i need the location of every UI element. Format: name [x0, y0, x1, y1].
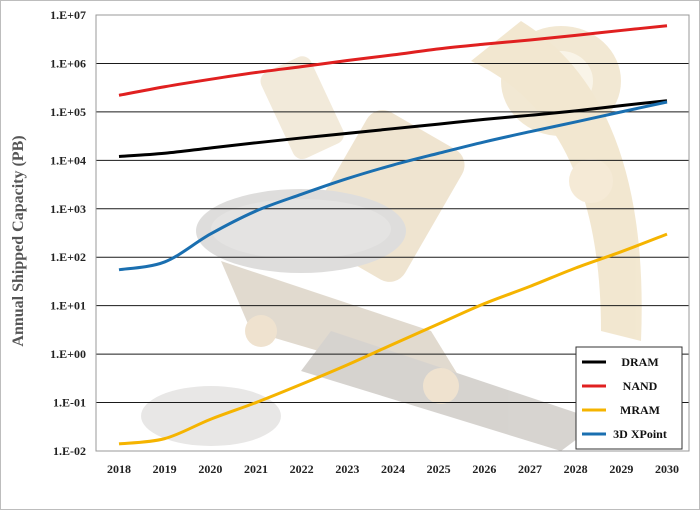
y-tick-label: 1.E-01: [53, 396, 86, 410]
series-lines: [118, 24, 668, 446]
plot-border: [95, 14, 690, 452]
plot-area: [95, 14, 690, 452]
legend-label-nand: NAND: [623, 379, 658, 393]
x-tick-label: 2019: [153, 462, 177, 476]
legend: DRAM NAND MRAM 3D XPoint: [575, 346, 683, 450]
y-tick-label: 1.E+04: [50, 153, 86, 167]
y-tick-label: 1.E-02: [53, 444, 86, 458]
x-tick-label: 2022: [290, 462, 314, 476]
x-axis-tick-labels: 2018 2019 2020 2021 2022 2023 2024 2025 2026 2027…: [107, 462, 679, 476]
x-tick-label: 2023: [335, 462, 359, 476]
legend-box: [575, 346, 683, 450]
x-tick-label: 2020: [198, 462, 222, 476]
legend-label-3d-xpoint: 3D XPoint: [613, 427, 667, 441]
x-tick-label: 2028: [564, 462, 588, 476]
x-tick-label: 2027: [518, 462, 542, 476]
y-tick-label: 1.E+00: [50, 347, 86, 361]
x-tick-label: 2021: [244, 462, 268, 476]
y-tick-label: 1.E+03: [50, 202, 86, 216]
y-tick-label: 1.E+06: [50, 56, 86, 70]
series-line-nand: [118, 24, 668, 97]
y-tick-label: 1.E+07: [50, 8, 86, 22]
x-tick-label: 2030: [655, 462, 679, 476]
series-line-mram: [118, 232, 668, 446]
x-tick-label: 2018: [107, 462, 131, 476]
y-tick-label: 1.E+02: [50, 250, 86, 264]
background-photo: [141, 21, 642, 451]
legend-label-mram: MRAM: [620, 403, 660, 417]
y-axis-tick-labels: 1.E-02 1.E-01 1.E+00 1.E+01 1.E+02 1.E+03 1.E+…: [50, 8, 86, 458]
x-tick-label: 2025: [427, 462, 451, 476]
series-line-3d-xpoint: [118, 100, 668, 272]
series-line-dram: [118, 99, 668, 158]
x-tick-label: 2024: [381, 462, 405, 476]
y-axis-title: Annual Shipped Capacity (PB): [10, 135, 27, 346]
x-tick-label: 2029: [609, 462, 633, 476]
legend-label-dram: DRAM: [621, 355, 658, 369]
y-tick-label: 1.E+01: [50, 299, 86, 313]
x-tick-label: 2026: [472, 462, 496, 476]
y-tick-label: 1.E+05: [50, 105, 86, 119]
